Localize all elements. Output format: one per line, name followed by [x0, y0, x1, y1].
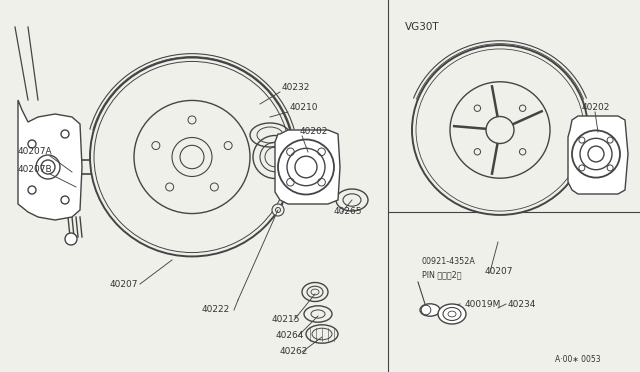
Text: 40222: 40222	[202, 305, 230, 314]
Text: 40202: 40202	[582, 103, 611, 112]
Text: PIN ピン（2）: PIN ピン（2）	[422, 270, 461, 279]
Ellipse shape	[36, 155, 60, 179]
Text: 40207B: 40207B	[18, 165, 52, 174]
Text: 40207: 40207	[485, 267, 513, 276]
Ellipse shape	[90, 58, 294, 256]
Polygon shape	[568, 116, 628, 194]
Text: 40232: 40232	[282, 83, 310, 92]
Text: A·00∗ 0053: A·00∗ 0053	[555, 355, 600, 364]
Text: 40265: 40265	[334, 207, 362, 216]
Ellipse shape	[438, 304, 466, 324]
Text: 40210: 40210	[290, 103, 319, 112]
Circle shape	[272, 204, 284, 216]
Text: 40234: 40234	[508, 300, 536, 309]
Circle shape	[65, 233, 77, 245]
Ellipse shape	[412, 45, 588, 215]
Text: 40207A: 40207A	[18, 147, 52, 156]
Text: 00921-4352A: 00921-4352A	[422, 257, 476, 266]
Polygon shape	[18, 100, 82, 220]
Text: VG30T: VG30T	[405, 22, 440, 32]
Text: 40215: 40215	[272, 315, 301, 324]
Text: 40019M: 40019M	[465, 300, 501, 309]
Text: 40207: 40207	[110, 280, 138, 289]
Polygon shape	[275, 130, 340, 204]
Text: 40202: 40202	[300, 127, 328, 136]
Text: 40262: 40262	[280, 347, 308, 356]
Ellipse shape	[420, 304, 440, 316]
Text: 40264: 40264	[276, 331, 305, 340]
